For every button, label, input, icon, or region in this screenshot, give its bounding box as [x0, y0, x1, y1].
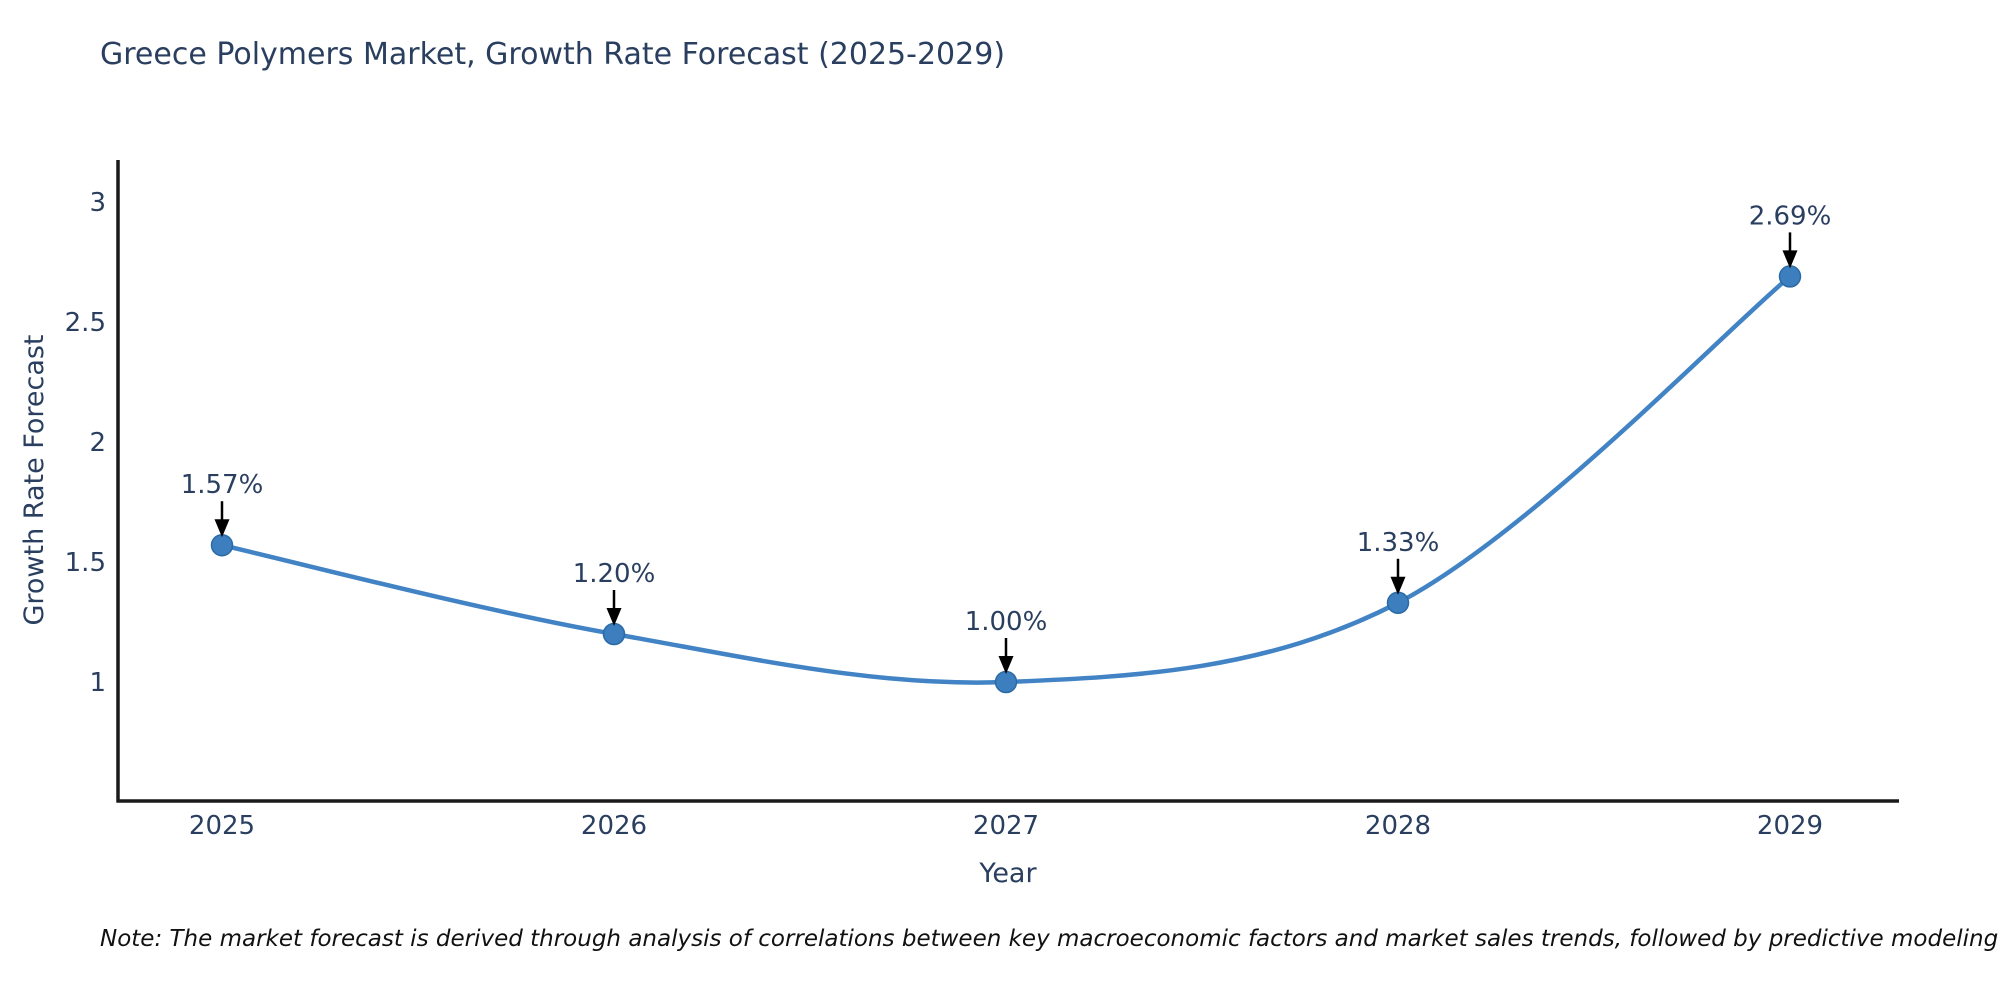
x-tick-label: 2027: [973, 811, 1039, 841]
data-point-marker: [1386, 591, 1410, 615]
annotation-arrowhead: [1390, 576, 1406, 595]
annotation-arrowhead: [606, 608, 622, 626]
x-axis-title: Year: [978, 858, 1037, 889]
point-value-label: 1.00%: [965, 607, 1048, 637]
data-point-marker: [1778, 265, 1802, 288]
x-tick-label: 2026: [581, 811, 647, 841]
y-tick-label: 1.5: [65, 548, 106, 578]
x-tick-label: 2025: [189, 811, 255, 841]
y-tick-label: 3: [89, 188, 106, 218]
x-tick-label: 2028: [1365, 811, 1431, 841]
data-point-marker: [994, 670, 1018, 694]
y-tick-label: 1: [89, 668, 106, 698]
chart-title: Greece Polymers Market, Growth Rate Fore…: [100, 37, 1006, 72]
footnote-text: Note: The market forecast is derived thr…: [100, 926, 2000, 952]
annotation-arrowhead: [1782, 250, 1798, 269]
point-value-label: 1.57%: [181, 470, 264, 500]
data-point-marker: [210, 533, 234, 557]
annotation-arrowhead: [214, 519, 230, 538]
data-point-marker: [602, 622, 626, 646]
point-value-label: 1.33%: [1357, 528, 1440, 558]
y-axis-title: Growth Rate Forecast: [19, 334, 50, 625]
x-tick-label: 2029: [1757, 811, 1823, 841]
y-tick-label: 2.5: [65, 308, 106, 338]
y-tick-label: 2: [89, 428, 106, 458]
point-value-label: 1.20%: [573, 559, 656, 589]
point-value-label: 2.69%: [1749, 201, 1832, 231]
annotation-arrowhead: [998, 656, 1014, 674]
